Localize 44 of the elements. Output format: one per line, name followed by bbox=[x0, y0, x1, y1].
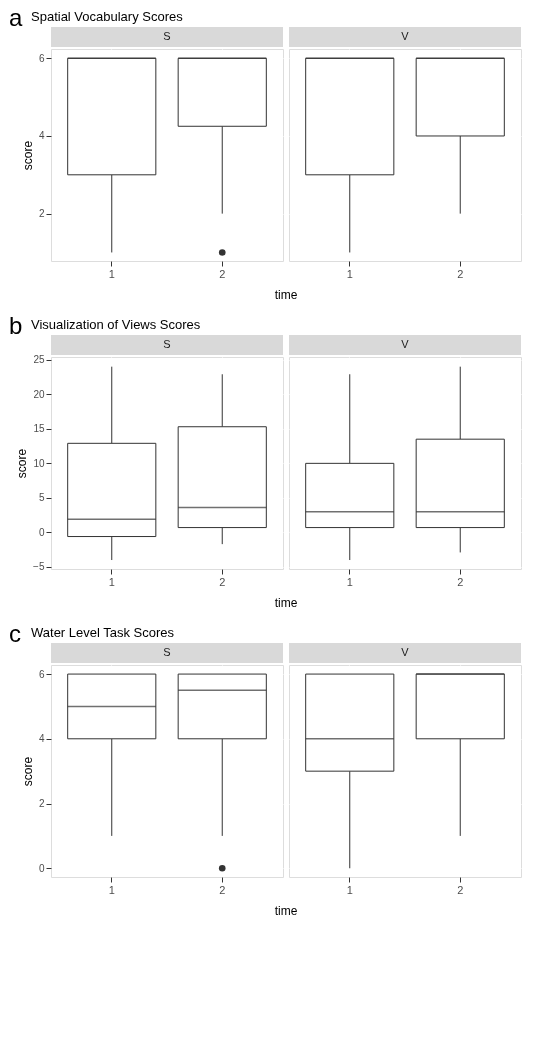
y-tick-label: 2 bbox=[38, 208, 45, 220]
x-tick-label: 2 bbox=[457, 575, 464, 588]
text: b bbox=[9, 312, 23, 339]
y-tick-label: 20 bbox=[33, 388, 45, 400]
x-tick-label: 2 bbox=[457, 267, 464, 280]
y-axis-title: score bbox=[15, 448, 30, 479]
y-tick-label: 0 bbox=[38, 526, 45, 538]
x-tick-label: 1 bbox=[346, 267, 353, 280]
text: c bbox=[9, 620, 21, 647]
text: V bbox=[401, 338, 410, 350]
x-tick-label: 1 bbox=[346, 883, 353, 896]
x-tick-label: 1 bbox=[108, 883, 115, 896]
series-label: S bbox=[163, 646, 171, 658]
y-tick-label: 4 bbox=[38, 733, 45, 745]
x-tick-label: 1 bbox=[346, 575, 353, 588]
x-axis-title: time bbox=[274, 288, 298, 302]
series-label: V bbox=[401, 646, 410, 658]
text: a bbox=[9, 4, 23, 31]
x-tick-label: 2 bbox=[219, 575, 226, 588]
series-label: S bbox=[163, 30, 171, 42]
x-tick-label: 1 bbox=[108, 267, 115, 280]
x-tick-label: 1 bbox=[108, 575, 115, 588]
y-tick-label: 25 bbox=[33, 354, 45, 366]
chart-title: Water Level Task Scores bbox=[31, 625, 175, 640]
y-tick-label: 5 bbox=[38, 492, 45, 504]
y-tick-label: 10 bbox=[33, 457, 45, 469]
chart-title: Spatial Vocabulary Scores bbox=[31, 9, 184, 24]
y-tick-label: 0 bbox=[38, 862, 45, 874]
y-tick-label: 6 bbox=[38, 668, 45, 680]
x-tick-label: 2 bbox=[219, 883, 226, 896]
series-label: V bbox=[401, 30, 410, 42]
x-tick-label: 2 bbox=[457, 883, 464, 896]
x-tick-label: 2 bbox=[219, 267, 226, 280]
y-tick-label: 4 bbox=[38, 130, 45, 142]
y-axis-title: score bbox=[20, 756, 35, 787]
text: S bbox=[163, 338, 171, 350]
y-tick-label: 15 bbox=[33, 423, 45, 435]
x-axis-title: time bbox=[274, 904, 298, 918]
y-tick-label: −5 bbox=[33, 561, 45, 573]
y-tick-label: 2 bbox=[38, 798, 45, 810]
chart-title: Visualization of Views Scores bbox=[31, 317, 201, 332]
y-tick-label: 6 bbox=[38, 52, 45, 64]
y-axis-title: score bbox=[20, 140, 35, 171]
x-axis-title: time bbox=[274, 596, 298, 610]
